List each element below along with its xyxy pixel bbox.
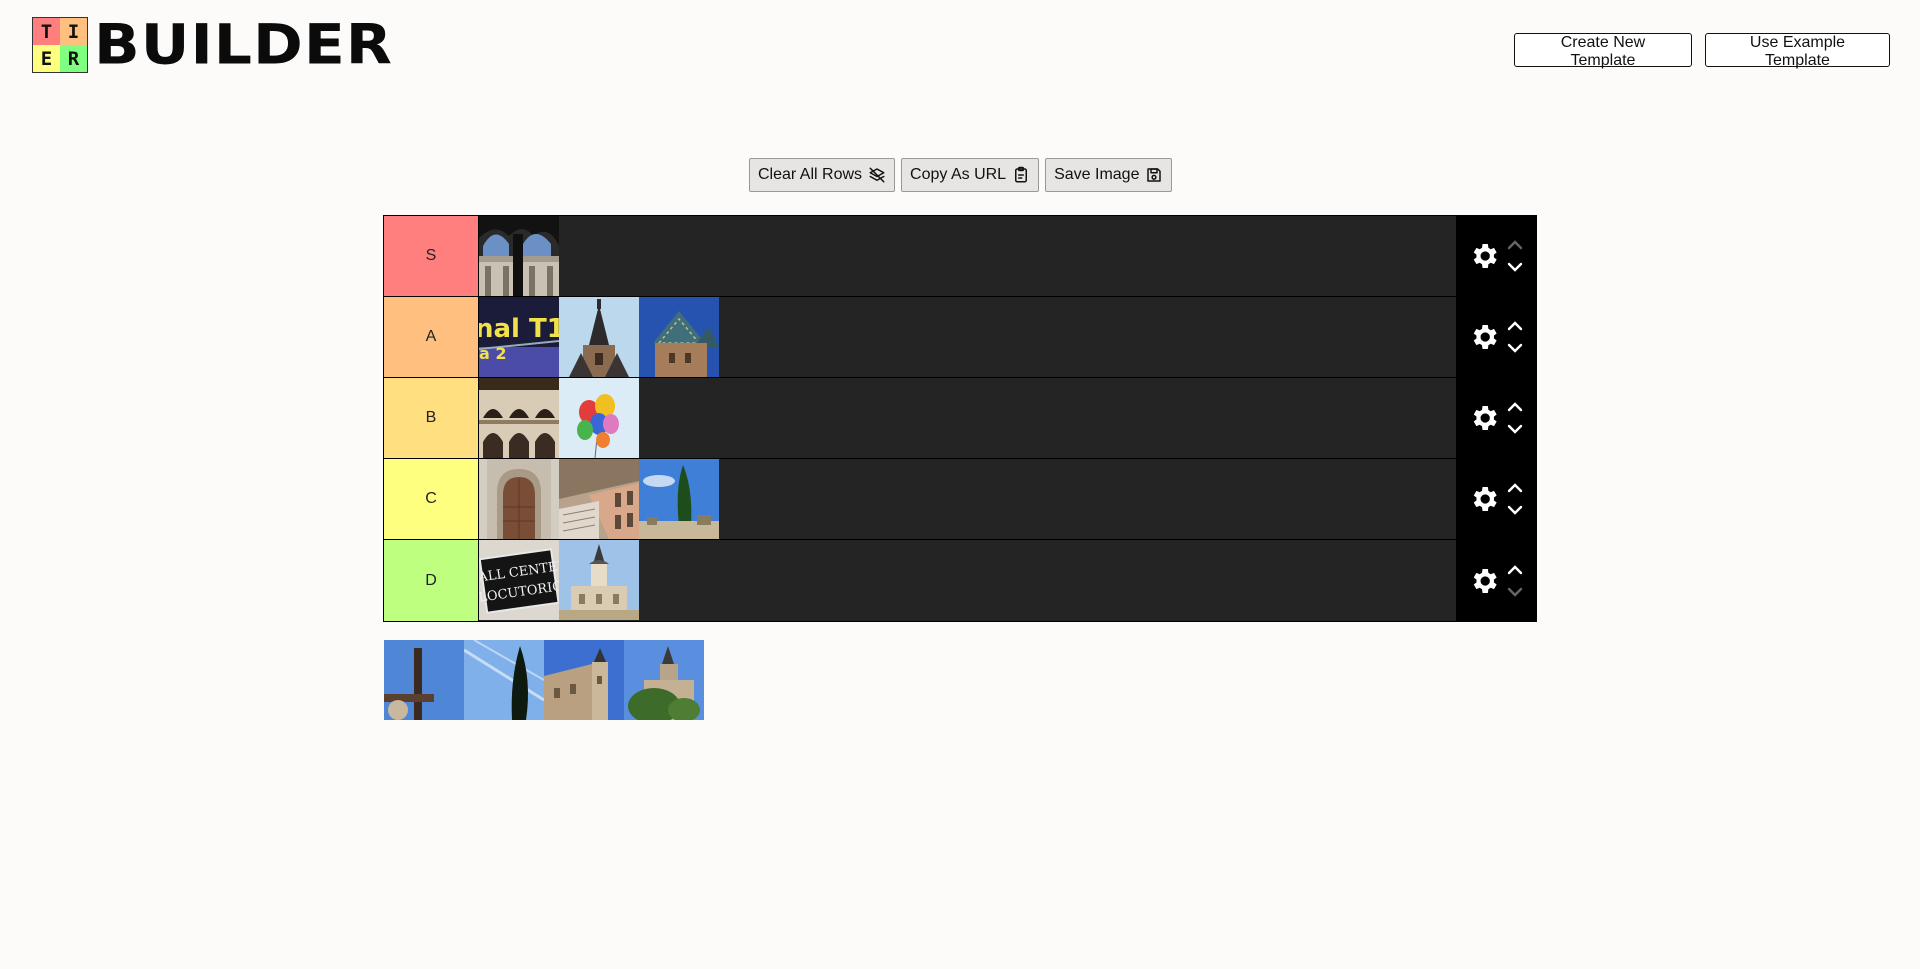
- chevron-down-icon[interactable]: [1506, 422, 1524, 436]
- gear-icon[interactable]: [1468, 402, 1500, 434]
- tier-label-s[interactable]: S: [384, 216, 479, 296]
- tier-items-s[interactable]: [479, 216, 1456, 296]
- gear-icon[interactable]: [1468, 565, 1500, 597]
- tier-label-b[interactable]: B: [384, 378, 479, 458]
- copy-as-url-label: Copy As URL: [910, 166, 1007, 183]
- tier-item-arcaded-courtyard[interactable]: [479, 378, 559, 458]
- layers-off-icon: [869, 167, 885, 183]
- floppy-disk-icon: [1147, 168, 1162, 182]
- chevron-up-icon[interactable]: [1506, 400, 1524, 414]
- tier-row-a: A nal T1 a 2: [384, 297, 1536, 378]
- chevron-up-icon[interactable]: [1506, 319, 1524, 333]
- logo-grid: T I E R: [32, 17, 88, 73]
- tier-label-c[interactable]: C: [384, 459, 479, 539]
- use-example-template-button[interactable]: Use Example Template: [1705, 33, 1890, 69]
- gear-icon[interactable]: [1468, 321, 1500, 353]
- unranked-pool[interactable]: [384, 640, 704, 720]
- pool-item-cypress-silhouette[interactable]: [464, 640, 544, 720]
- tier-item-church-spire[interactable]: [559, 297, 639, 377]
- tier-item-carved-doorway[interactable]: [479, 459, 559, 539]
- chevron-down-icon[interactable]: [1506, 260, 1524, 274]
- tier-item-arched-cloister[interactable]: [479, 216, 559, 296]
- tier-items-c[interactable]: [479, 459, 1456, 539]
- tier-item-balloons[interactable]: [559, 378, 639, 458]
- pool-item-iron-cross[interactable]: [384, 640, 464, 720]
- tier-items-a[interactable]: nal T1 a 2: [479, 297, 1456, 377]
- svg-text:a 2: a 2: [479, 344, 507, 363]
- tier-item-tiled-tower[interactable]: [639, 297, 719, 377]
- clear-all-rows-label: Clear All Rows: [758, 166, 863, 183]
- logo-letter-r: R: [60, 45, 87, 72]
- chevron-up-icon[interactable]: [1506, 481, 1524, 495]
- tier-controls-s: [1456, 216, 1536, 296]
- logo-wordmark: BUILDER: [94, 12, 394, 78]
- save-image-button[interactable]: Save Image: [1045, 158, 1173, 192]
- chevron-down-icon[interactable]: [1506, 341, 1524, 355]
- logo-letter-e: E: [33, 45, 60, 72]
- clipboard-icon: [1015, 166, 1028, 183]
- tier-items-b[interactable]: [479, 378, 1456, 458]
- logo: T I E R BUILDER: [32, 17, 393, 73]
- tier-item-call-center-sign[interactable]: CALL CENTER LOCUTORIO: [479, 540, 559, 620]
- logo-letter-i: I: [60, 18, 87, 45]
- tier-controls-c: [1456, 459, 1536, 539]
- tier-row-b: B: [384, 378, 1536, 459]
- svg-text:nal T1: nal T1: [479, 314, 559, 344]
- tier-item-bell-tower[interactable]: [559, 540, 639, 620]
- tier-row-c: C: [384, 459, 1536, 540]
- logo-letter-t: T: [33, 18, 60, 45]
- chevron-up-icon[interactable]: [1506, 238, 1524, 252]
- copy-as-url-button[interactable]: Copy As URL: [901, 158, 1040, 192]
- gear-icon[interactable]: [1468, 240, 1500, 272]
- tier-items-d[interactable]: CALL CENTER LOCUTORIO: [479, 540, 1456, 621]
- tier-controls-b: [1456, 378, 1536, 458]
- toolbar: Clear All Rows Copy As URL Save Image: [749, 158, 1173, 192]
- chevron-up-icon[interactable]: [1506, 563, 1524, 577]
- tier-item-cypress-tree[interactable]: [639, 459, 719, 539]
- tier-item-terminal-sign[interactable]: nal T1 a 2: [479, 297, 559, 377]
- tier-label-a[interactable]: A: [384, 297, 479, 377]
- chevron-down-icon[interactable]: [1506, 585, 1524, 599]
- pool-item-church-with-tree[interactable]: [624, 640, 704, 720]
- chevron-down-icon[interactable]: [1506, 503, 1524, 517]
- create-new-template-button[interactable]: Create New Template: [1514, 33, 1692, 69]
- tier-label-d[interactable]: D: [384, 540, 479, 621]
- tier-item-building-courtyard[interactable]: [559, 459, 639, 539]
- clear-all-rows-button[interactable]: Clear All Rows: [749, 158, 896, 192]
- tier-controls-d: [1456, 540, 1536, 621]
- gear-icon[interactable]: [1468, 483, 1500, 515]
- save-image-label: Save Image: [1054, 166, 1140, 183]
- pool-item-castle-tower[interactable]: [544, 640, 624, 720]
- tier-row-d: D CALL CENTER LOCUTORIO: [384, 540, 1536, 621]
- tier-list: S A: [383, 215, 1537, 622]
- tier-row-s: S: [384, 216, 1536, 297]
- tier-controls-a: [1456, 297, 1536, 377]
